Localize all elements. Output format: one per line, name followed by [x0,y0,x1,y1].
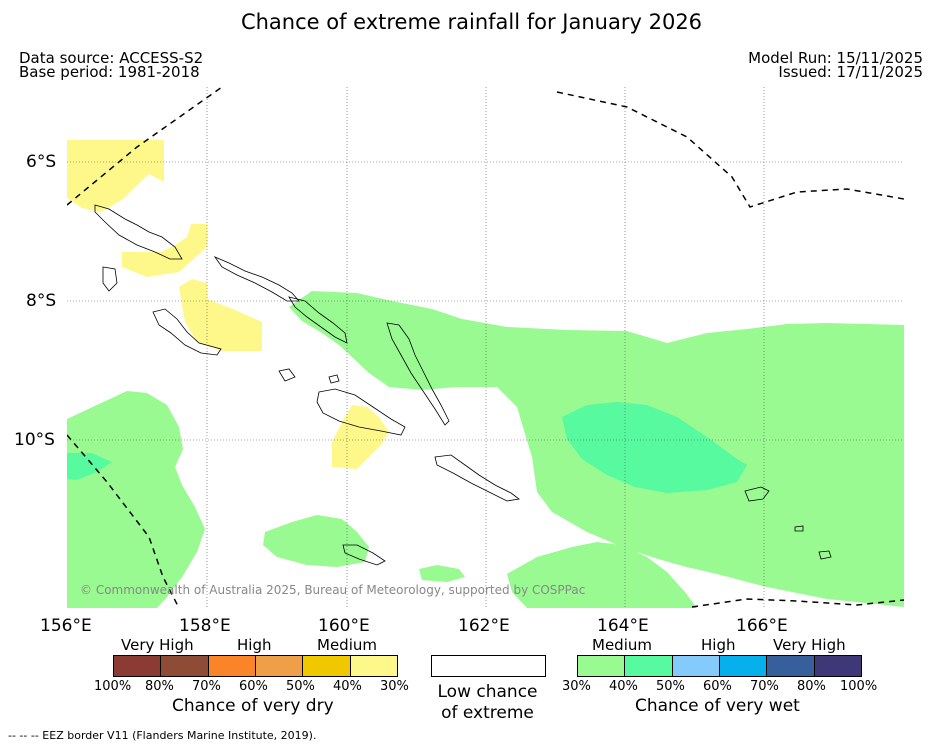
malaita-island [386,322,450,426]
wet-swatch-6 [814,656,861,676]
map-title: Chance of extreme rainfall for January 2… [240,10,703,34]
wet-region-small [419,565,465,582]
wet-region-west [67,391,205,608]
small-island-b [818,550,832,560]
dry-region-bougainville [122,224,207,277]
wet-cat-high: High [701,636,736,654]
dry-medium-regions [67,140,389,469]
low-chance-line1: Low chance [437,682,538,702]
wet-tick-80: 80% [797,679,826,694]
lat-label-8s: 8°S [26,291,57,311]
wet40-region-east [562,402,747,493]
low-chance-line2: of extreme [441,703,534,723]
eez-border-northwest [67,87,223,206]
dry-tick-40: 40% [333,679,362,694]
lat-label-6s: 6°S [26,152,57,172]
lat-label-10s: 10°S [14,430,55,450]
base-period: Base period: 1981-2018 [19,63,200,81]
dry-swatch-6 [350,656,397,676]
wet-40-regions [67,402,747,493]
shortland-islands [102,266,118,292]
wet-medium-regions [67,291,904,608]
dry-tick-50: 50% [286,679,315,694]
wet-tick-50: 50% [656,679,685,694]
choiseul-island [213,256,300,302]
lon-label-160e: 160°E [318,616,370,636]
dry-region-guadalcanal [332,405,389,469]
dry-tick-60: 60% [239,679,268,694]
new-georgia-islands [152,308,222,356]
wet-swatch-2 [625,656,673,676]
wet40-region-west [67,453,112,480]
dry-swatch-3 [208,656,256,676]
dry-cat-high: High [237,636,272,654]
rennell-island [342,544,386,566]
makira-island [434,454,520,502]
wet-tick-30: 30% [562,679,591,694]
dry-cat-medium: Medium [317,636,377,654]
wet-region-south-central [507,542,697,608]
dry-swatch-5 [303,656,351,676]
dry-swatch-1 [114,656,162,676]
coastlines [94,204,832,566]
wet-region-south-west [263,515,369,567]
eez-footnote: -- -- -- EEZ border V11 (Flanders Marine… [8,729,317,742]
wet-tick-40: 40% [609,679,638,694]
wet-swatch-1 [578,656,626,676]
wet-cat-very-high: Very High [773,636,846,654]
data-source: Data source: ACCESS-S2 [19,49,204,67]
wet-swatch-3 [672,656,720,676]
eez-border-south [691,598,904,608]
dry-colorbar [113,655,398,677]
wet-tick-70: 70% [750,679,779,694]
low-chance-swatch [431,655,546,677]
issued-date: Issued: 17/11/2025 [778,63,923,81]
lon-label-158e: 158°E [179,616,231,636]
dry-tick-30: 30% [380,679,409,694]
wet-cat-medium: Medium [592,636,652,654]
eez-border-northeast [556,91,904,208]
lon-label-162e: 162°E [458,616,510,636]
wet-swatch-4 [719,656,768,676]
rainfall-map: © Commonwealth of Australia 2025, Bureau… [67,87,904,608]
bougainville-island [94,204,183,260]
lon-label-164e: 164°E [597,616,649,636]
dry-region-northwest [67,140,164,212]
santa-cruz-islands [744,486,770,502]
russell-islands [278,368,296,382]
lon-label-156e: 156°E [40,616,92,636]
dry-swatch-4 [255,656,304,676]
small-island-a [794,525,804,532]
dry-region-choiseul [179,279,262,351]
dry-tick-70: 70% [192,679,221,694]
eez-borders [67,87,904,608]
wet-tick-100: 100% [840,679,878,694]
wet-tick-60: 60% [703,679,732,694]
lon-label-166e: 166°E [736,616,788,636]
dry-legend-title: Chance of very dry [172,696,334,716]
dry-tick-80: 80% [145,679,174,694]
model-run: Model Run: 15/11/2025 [748,49,923,67]
small-island-c [328,374,340,384]
dry-cat-very-high: Very High [121,636,194,654]
copyright-notice: © Commonwealth of Australia 2025, Bureau… [80,583,586,597]
guadalcanal-island [316,388,406,436]
map-canvas [67,87,904,608]
dry-tick-100: 100% [94,679,132,694]
wet-swatch-5 [767,656,815,676]
wet-legend-title: Chance of very wet [635,696,800,716]
wet-colorbar [577,655,862,677]
dry-swatch-2 [161,656,209,676]
